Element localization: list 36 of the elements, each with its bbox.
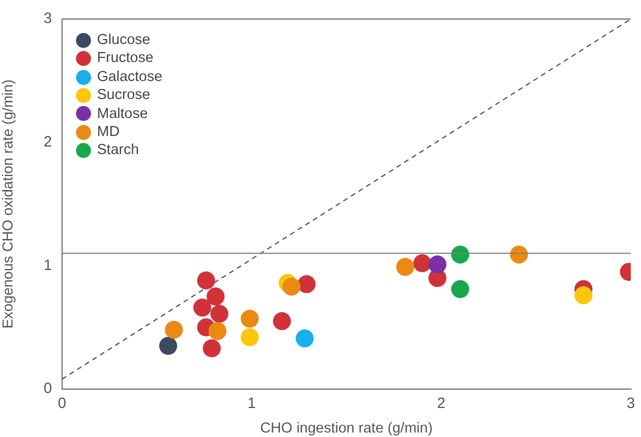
legend-label: Maltose [97, 104, 148, 124]
legend-label: Starch [97, 141, 139, 160]
point [197, 271, 216, 290]
y-tick-label: 1 [44, 256, 52, 274]
point [210, 304, 228, 323]
y-tick-label: 2 [44, 133, 52, 150]
point [272, 312, 291, 330]
point [202, 339, 221, 358]
point [164, 320, 183, 339]
x-tick-label: 1 [247, 395, 256, 412]
point [282, 278, 300, 296]
point [396, 258, 414, 276]
point [240, 310, 259, 328]
legend-label: Galactose [97, 68, 162, 86]
point [298, 275, 316, 294]
y-tick-label: 3 [44, 10, 52, 28]
y-axis-title: Exogenous CHO oxidation rate (g/min) [0, 79, 17, 329]
point [574, 286, 592, 304]
x-tick-label: 2 [437, 395, 446, 412]
x-tick-label: 3 [626, 395, 635, 412]
legend-label: Sucrose [97, 86, 150, 105]
point [240, 328, 259, 346]
point [159, 336, 178, 355]
legend-label: Glucose [97, 31, 150, 50]
legend-label: Fructose [97, 49, 154, 68]
x-tick-label: 0 [58, 395, 66, 412]
point [451, 280, 470, 298]
point [413, 254, 432, 272]
point [206, 288, 225, 306]
x-axis-title: CHO ingestion rate (g/min) [260, 420, 433, 436]
point [296, 329, 314, 348]
legend-label: MD [97, 123, 120, 142]
point [428, 255, 446, 274]
y-tick-label: 0 [44, 380, 52, 398]
point [193, 298, 212, 317]
point [208, 322, 226, 340]
